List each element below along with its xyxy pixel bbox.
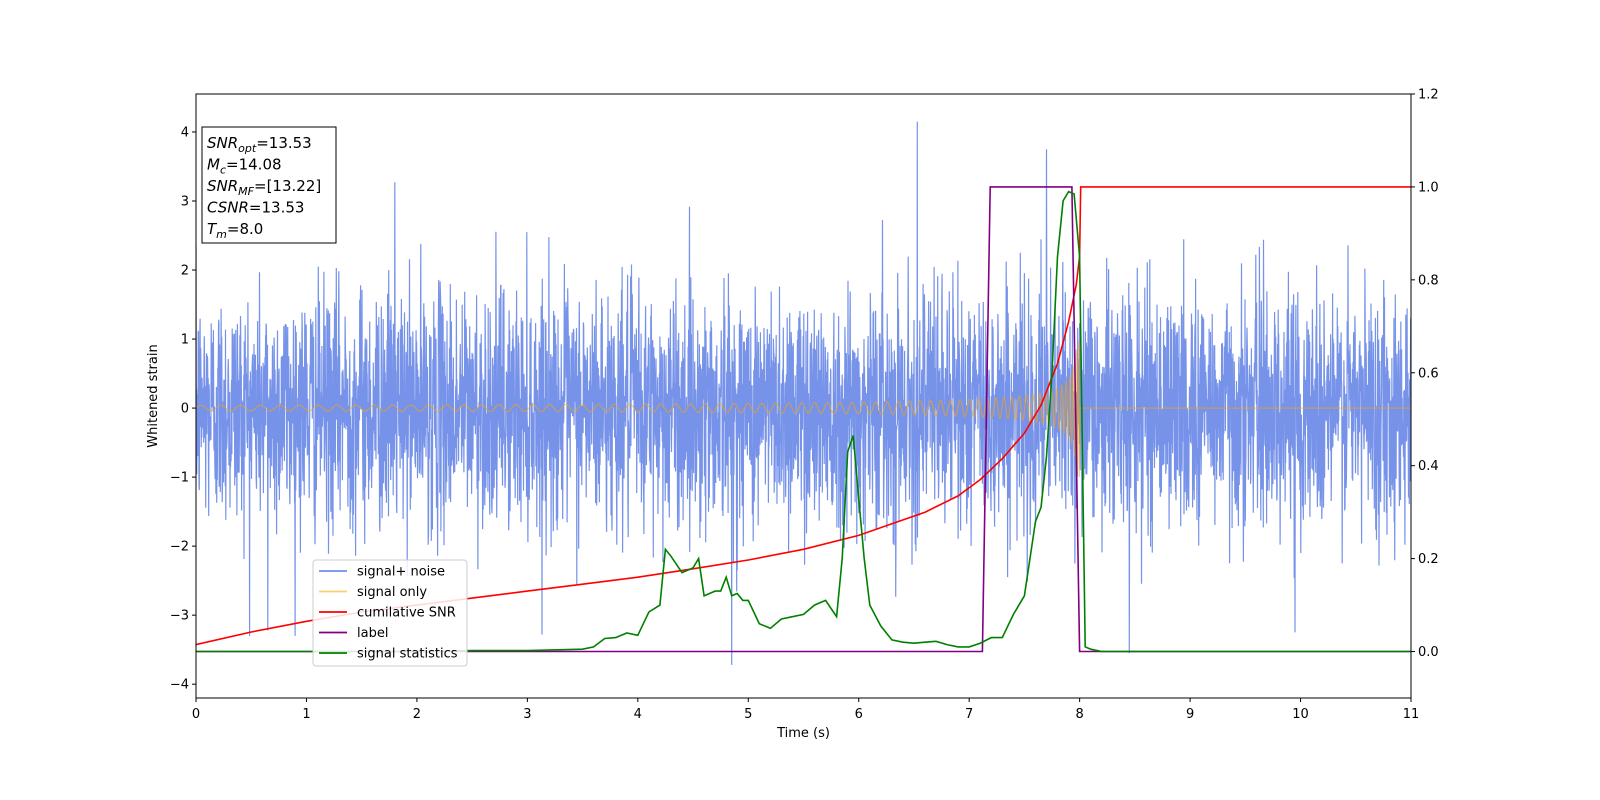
- annotation-value: =13.53: [249, 199, 305, 217]
- annotation-sub: m: [216, 228, 227, 241]
- annotation-var: T: [207, 220, 218, 238]
- x-tick-label: 8: [1075, 707, 1083, 722]
- annotation-line: SNRMF=[13.22]: [207, 177, 321, 198]
- y-tick-label: 1: [181, 333, 189, 348]
- annotation-frame: [201, 126, 337, 244]
- y2-tick-label: 0.0: [1418, 645, 1439, 660]
- x-tick-label: 1: [302, 707, 310, 722]
- annotation-var: SNR: [207, 177, 238, 195]
- x-tick-label: 4: [634, 707, 642, 722]
- legend-label: signal statistics: [357, 647, 458, 662]
- annotation-line: Mc=14.08: [207, 156, 282, 177]
- annotation-value: =8.0: [227, 220, 263, 238]
- y-tick-label: 2: [181, 264, 189, 279]
- y-tick-label: −2: [170, 540, 189, 555]
- x-tick-label: 5: [744, 707, 752, 722]
- legend-frame: [312, 559, 468, 667]
- annotation-line: Tm=8.0: [207, 220, 263, 241]
- annotation-line: SNRopt=13.53: [207, 134, 312, 155]
- annotation-box: SNRopt=13.53Mc=14.08SNRMF=[13.22]CSNR=13…: [201, 126, 337, 244]
- annotation-var: SNR: [207, 134, 238, 152]
- series-signal-statistics: [196, 190, 1411, 653]
- x-tick-label: 2: [413, 707, 421, 722]
- x-tick-label: 3: [523, 707, 531, 722]
- annotation-value: =13.53: [256, 134, 312, 152]
- legend: signal+ noise signal only cumilative SNR la…: [312, 559, 468, 667]
- legend-label: signal only: [357, 585, 427, 600]
- y-tick-label: −4: [170, 678, 189, 693]
- y-axis-label: Whitened strain: [146, 344, 161, 447]
- x-axis-label: Time (s): [776, 726, 830, 741]
- y2-tick-label: 1.2: [1418, 88, 1439, 103]
- legend-label: signal+ noise: [357, 565, 445, 580]
- annotation-value: =[13.22]: [254, 177, 321, 195]
- x-tick-label: 9: [1186, 707, 1194, 722]
- annotation-var: M: [207, 156, 220, 174]
- legend-label: cumilative SNR: [357, 606, 456, 621]
- annotation-value: =14.08: [226, 156, 282, 174]
- annotation-line: CSNR=13.53: [207, 199, 304, 217]
- annotation-var: CSNR: [207, 199, 249, 217]
- legend-label: label: [357, 626, 388, 641]
- annotation-sub: MF: [238, 185, 254, 198]
- y-tick-label: 0: [181, 402, 189, 417]
- y2-tick-label: 0.2: [1418, 552, 1439, 567]
- y-tick-label: 4: [181, 125, 189, 140]
- y-tick-label: −3: [170, 609, 189, 624]
- annotation-sub: opt: [238, 142, 257, 155]
- y-tick-label: 3: [181, 194, 189, 209]
- series-signal-only: [196, 340, 1411, 478]
- x-tick-label: 6: [855, 707, 863, 722]
- y2-tick-label: 0.6: [1418, 366, 1439, 381]
- x-tick-label: 11: [1403, 707, 1420, 722]
- y2-tick-label: 1.0: [1418, 180, 1439, 195]
- axes-layer: 0 1 2 3 4 5 6 7 8 9 10 11 −4 −3 −2 −1 0 1 2 3 4 0.0 0.2 0.4 0.6 0…: [170, 88, 1439, 723]
- y2-tick-label: 0.8: [1418, 273, 1439, 288]
- x-tick-label: 0: [192, 707, 200, 722]
- annotation-sub: c: [220, 164, 226, 177]
- plot-frame: [195, 93, 1412, 699]
- y-tick-label: −1: [170, 471, 189, 486]
- x-tick-label: 10: [1292, 707, 1309, 722]
- x-tick-label: 7: [965, 707, 973, 722]
- y2-tick-label: 0.4: [1418, 459, 1439, 474]
